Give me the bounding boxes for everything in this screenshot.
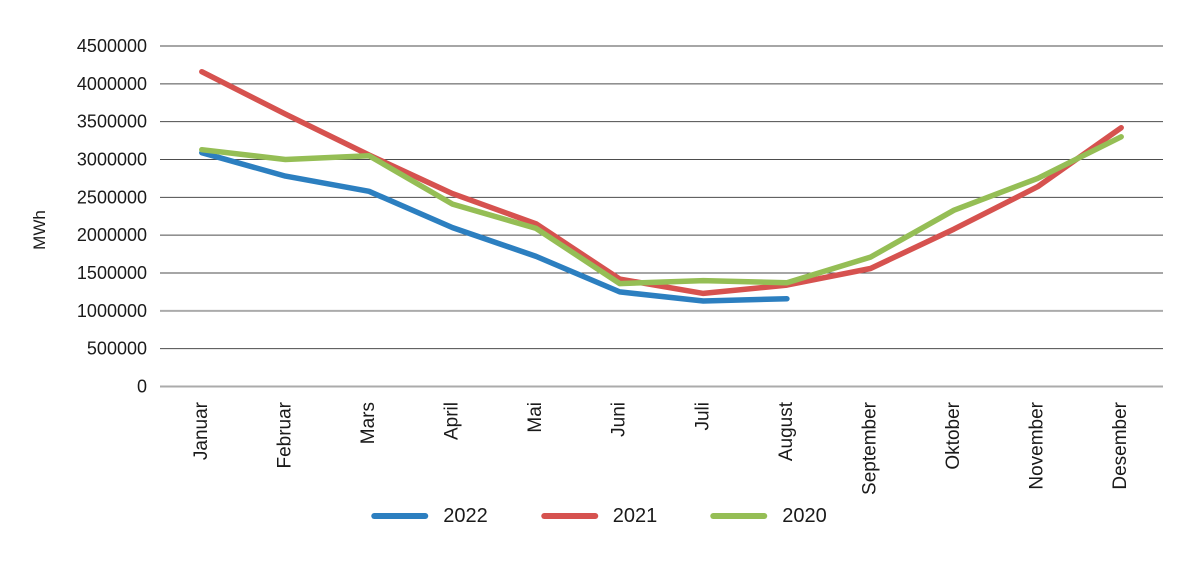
series-line-2020 [199, 134, 1124, 287]
legend-label-2021: 2021 [612, 505, 658, 527]
x-tick-label-juni: Juni [609, 402, 630, 437]
x-tick-label-september: September [860, 401, 881, 495]
series-line-2022 [199, 149, 790, 304]
x-tick-label-januar: Januar [191, 401, 212, 460]
y-tick-label: 4500000 [77, 36, 147, 56]
y-tick-label: 4000000 [77, 74, 147, 94]
x-tick-label-mars: Mars [358, 402, 379, 444]
legend-item-2022: 2022 [371, 506, 488, 526]
series-lines [199, 68, 1124, 304]
x-axis-month-labels: Januar Februar Mars April Mai Juni Juli August S… [191, 401, 1131, 495]
y-axis-tick-labels: 0 500000 1000000 1500000 2000000 2500000 30000… [77, 36, 147, 397]
y-axis-title: MWh [30, 210, 49, 250]
x-tick-label-februar: Februar [274, 401, 295, 468]
x-tick-label-juli: Juli [692, 402, 713, 431]
y-tick-label: 3000000 [77, 150, 147, 170]
x-tick-label-oktober: Oktober [943, 401, 964, 469]
y-tick-label: 1500000 [77, 263, 147, 283]
x-tick-label-mai: Mai [525, 402, 546, 433]
y-tick-label: 2500000 [77, 187, 147, 207]
y-tick-label: 1000000 [77, 301, 147, 321]
gridlines [160, 45, 1163, 388]
y-tick-label: 0 [137, 377, 147, 397]
legend-swatch-2021 [540, 513, 598, 519]
legend-swatch-2020 [710, 513, 768, 519]
legend-label-2020: 2020 [782, 505, 827, 527]
legend-item-2021: 2021 [540, 505, 658, 527]
x-tick-label-november: November [1027, 401, 1048, 489]
y-tick-label: 500000 [87, 339, 147, 359]
x-tick-label-desember: Desember [1110, 401, 1131, 489]
legend-label-2022: 2022 [443, 505, 488, 527]
legend-item-2020: 2020 [710, 506, 827, 526]
y-tick-label: 3500000 [77, 112, 147, 132]
series-line-2021 [199, 68, 1124, 297]
legend-swatch-2022 [371, 513, 429, 519]
y-tick-label: 2000000 [77, 225, 147, 245]
legend: 2022 2021 2020 [371, 506, 827, 526]
x-tick-label-august: August [776, 401, 797, 461]
x-tick-label-april: April [442, 402, 463, 440]
